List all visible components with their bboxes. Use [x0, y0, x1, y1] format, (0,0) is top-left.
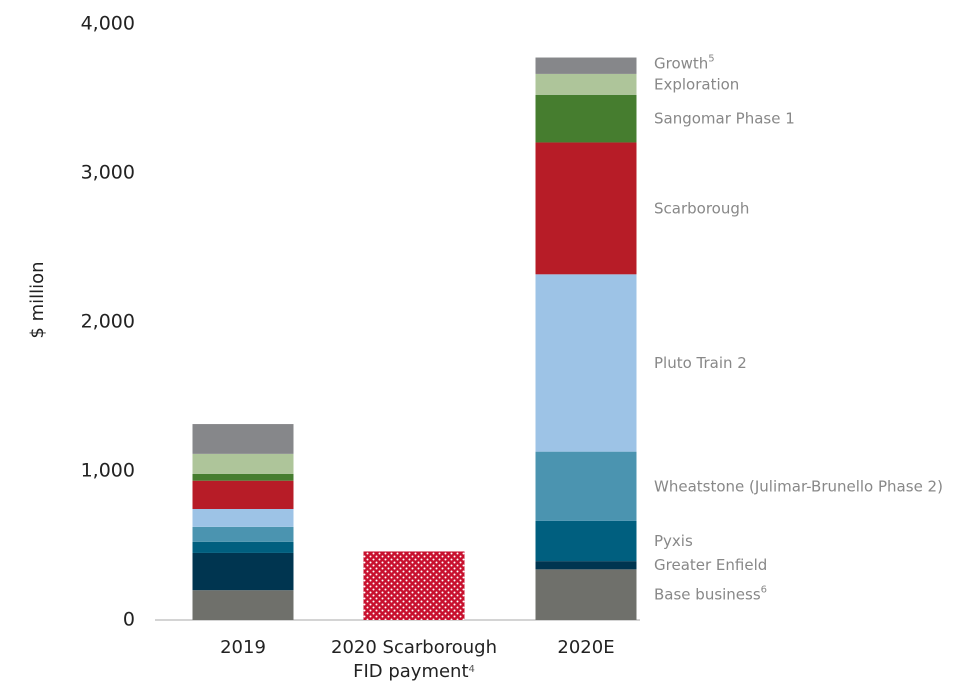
- x-tick-label-group: 2019: [143, 636, 343, 660]
- legend-label: Pyxis: [654, 532, 693, 550]
- legend-name: Scarborough: [654, 199, 749, 217]
- bar-segment: [192, 590, 294, 620]
- bar-segment: [192, 526, 294, 542]
- legend-name: Base business: [654, 585, 761, 603]
- legend-name: Wheatstone (Julimar-Brunello Phase 2): [654, 477, 943, 495]
- footnote: 6: [761, 585, 767, 596]
- bar-segment: [192, 541, 294, 553]
- legend-label: Exploration: [654, 75, 739, 93]
- legend-name: Exploration: [654, 75, 739, 93]
- legend-label: Scarborough: [654, 199, 749, 217]
- bar-segment: [535, 451, 637, 521]
- bar-segment: [192, 453, 294, 474]
- bar-segment: [535, 142, 637, 275]
- y-tick-label: 4,000: [81, 13, 135, 35]
- bar-segment: [535, 94, 637, 143]
- y-tick-label: 2,000: [81, 311, 135, 333]
- x-tick-label: 2020 Scarborough FID payment: [331, 637, 497, 682]
- legend-label: Wheatstone (Julimar-Brunello Phase 2): [654, 477, 943, 495]
- y-tick-label: 0: [123, 609, 135, 631]
- bar-segment: [535, 520, 637, 562]
- x-tick-label-group: 2020 Scarborough FID payment4: [314, 636, 514, 684]
- bar-segment: [535, 73, 637, 95]
- legend-label: Growth5: [654, 53, 715, 72]
- bar-segment: [535, 57, 637, 74]
- bar-segment: [363, 551, 465, 620]
- legend-label: Base business6: [654, 585, 767, 604]
- bar-segment: [192, 480, 294, 509]
- bar-segment: [192, 508, 294, 527]
- x-tick-label: 2020E: [557, 637, 615, 658]
- legend-label: Sangomar Phase 1: [654, 109, 795, 127]
- legend-name: Pyxis: [654, 532, 693, 550]
- bar-segment: [535, 274, 637, 452]
- y-tick-label: 1,000: [81, 460, 135, 482]
- legend-label: Greater Enfield: [654, 556, 767, 574]
- bar-segment: [192, 424, 294, 454]
- legend-name: Greater Enfield: [654, 556, 767, 574]
- bar-segment: [535, 561, 637, 570]
- x-tick-label: 2019: [220, 637, 266, 658]
- y-tick-label: 3,000: [81, 162, 135, 184]
- footnote: 4: [468, 664, 475, 675]
- bar-segment: [535, 569, 637, 620]
- legend-name: Pluto Train 2: [654, 353, 747, 371]
- bar-segment: [192, 473, 294, 481]
- legend-name: Sangomar Phase 1: [654, 109, 795, 127]
- x-tick-label-group: 2020E: [486, 636, 686, 660]
- y-axis-label: $ million: [27, 261, 48, 338]
- footnote: 5: [708, 53, 714, 64]
- legend-label: Pluto Train 2: [654, 353, 747, 371]
- legend-name: Growth: [654, 54, 708, 72]
- bar-segment: [192, 552, 294, 591]
